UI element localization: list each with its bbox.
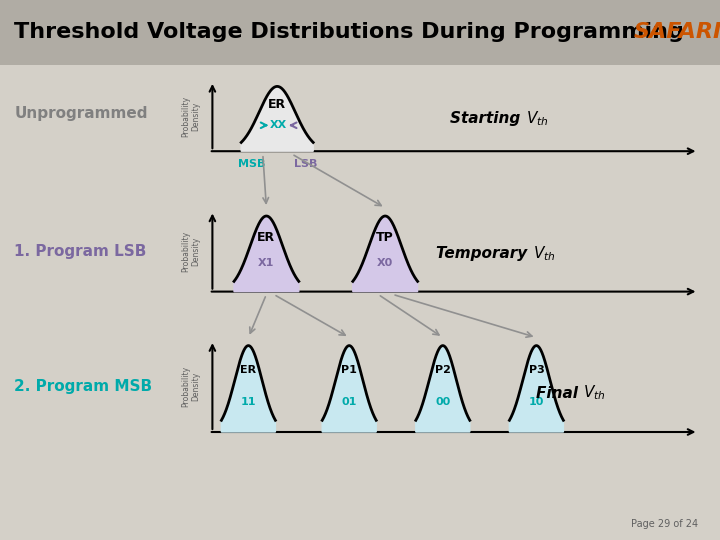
Text: Unprogrammed: Unprogrammed bbox=[14, 106, 148, 121]
Text: Final: Final bbox=[536, 386, 583, 401]
Text: Page 29 of 24: Page 29 of 24 bbox=[631, 519, 698, 529]
Text: ER: ER bbox=[257, 231, 276, 244]
Polygon shape bbox=[241, 86, 313, 151]
Text: P1: P1 bbox=[341, 365, 357, 375]
Polygon shape bbox=[323, 346, 376, 432]
Text: XX: XX bbox=[270, 120, 287, 130]
Text: Probability
Density: Probability Density bbox=[181, 96, 200, 137]
Text: X1: X1 bbox=[258, 258, 274, 268]
Text: Temporary: Temporary bbox=[436, 246, 533, 261]
Text: 11: 11 bbox=[240, 397, 256, 407]
Text: $V_{th}$: $V_{th}$ bbox=[583, 384, 606, 402]
Polygon shape bbox=[234, 216, 299, 292]
Text: $V_{th}$: $V_{th}$ bbox=[533, 245, 555, 263]
Text: 10: 10 bbox=[528, 397, 544, 407]
Text: 1. Program LSB: 1. Program LSB bbox=[14, 244, 147, 259]
Polygon shape bbox=[222, 346, 275, 432]
Text: ER: ER bbox=[240, 365, 256, 375]
Text: 01: 01 bbox=[341, 397, 357, 407]
Text: Starting: Starting bbox=[450, 111, 526, 126]
FancyBboxPatch shape bbox=[0, 0, 720, 65]
Text: ER: ER bbox=[268, 98, 287, 111]
Text: 00: 00 bbox=[435, 397, 451, 407]
Text: Probability
Density: Probability Density bbox=[181, 366, 200, 407]
Text: P2: P2 bbox=[435, 365, 451, 375]
Polygon shape bbox=[353, 216, 418, 292]
Text: P3: P3 bbox=[528, 365, 544, 375]
Text: TP: TP bbox=[377, 231, 394, 244]
Text: SAFARI: SAFARI bbox=[634, 22, 720, 43]
Text: MSB: MSB bbox=[238, 159, 266, 170]
Text: LSB: LSB bbox=[294, 159, 318, 170]
Text: 2. Program MSB: 2. Program MSB bbox=[14, 379, 153, 394]
Text: $V_{th}$: $V_{th}$ bbox=[526, 110, 548, 128]
Polygon shape bbox=[510, 346, 563, 432]
Text: X0: X0 bbox=[377, 258, 393, 268]
Text: Threshold Voltage Distributions During Programming: Threshold Voltage Distributions During P… bbox=[14, 22, 684, 43]
Polygon shape bbox=[416, 346, 469, 432]
Text: Probability
Density: Probability Density bbox=[181, 231, 200, 272]
